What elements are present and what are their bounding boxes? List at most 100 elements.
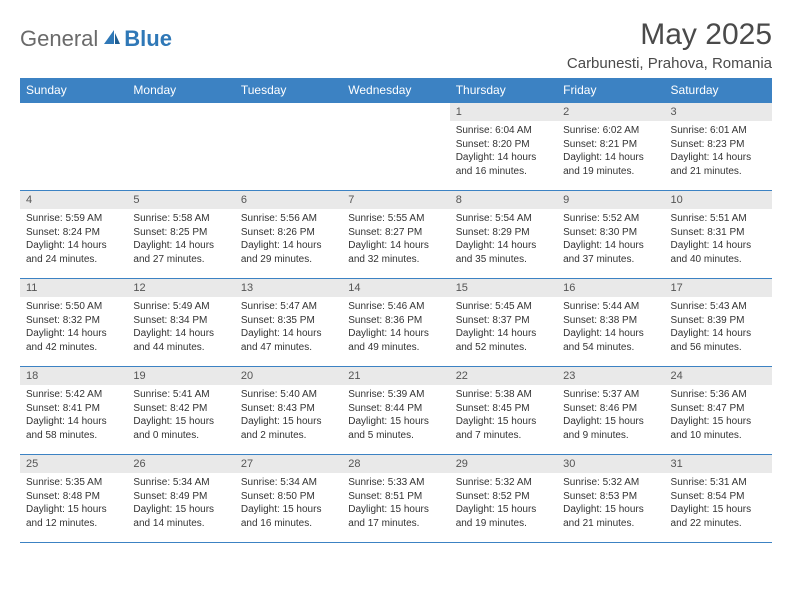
day-number: 14 <box>342 279 449 297</box>
day-number: 19 <box>127 367 234 385</box>
calendar-day-cell: 6Sunrise: 5:56 AMSunset: 8:26 PMDaylight… <box>235 191 342 279</box>
calendar-day-cell: 19Sunrise: 5:41 AMSunset: 8:42 PMDayligh… <box>127 367 234 455</box>
day-number: 29 <box>450 455 557 473</box>
daylight-text: Daylight: 14 hours and 54 minutes. <box>563 327 658 354</box>
brand-blue: Blue <box>124 26 172 52</box>
day-details: Sunrise: 5:37 AMSunset: 8:46 PMDaylight:… <box>557 385 664 446</box>
day-details: Sunrise: 5:45 AMSunset: 8:37 PMDaylight:… <box>450 297 557 358</box>
day-number: 13 <box>235 279 342 297</box>
sunrise-text: Sunrise: 5:44 AM <box>563 300 658 314</box>
day-details: Sunrise: 5:54 AMSunset: 8:29 PMDaylight:… <box>450 209 557 270</box>
day-details: Sunrise: 5:55 AMSunset: 8:27 PMDaylight:… <box>342 209 449 270</box>
daylight-text: Daylight: 15 hours and 22 minutes. <box>671 503 766 530</box>
sunset-text: Sunset: 8:26 PM <box>241 226 336 240</box>
sunset-text: Sunset: 8:31 PM <box>671 226 766 240</box>
calendar-day-cell: 20Sunrise: 5:40 AMSunset: 8:43 PMDayligh… <box>235 367 342 455</box>
sail-icon <box>102 26 122 52</box>
day-details: Sunrise: 6:04 AMSunset: 8:20 PMDaylight:… <box>450 121 557 182</box>
daylight-text: Daylight: 14 hours and 58 minutes. <box>26 415 121 442</box>
calendar-day-cell: 1Sunrise: 6:04 AMSunset: 8:20 PMDaylight… <box>450 103 557 191</box>
calendar-day-cell: 4Sunrise: 5:59 AMSunset: 8:24 PMDaylight… <box>20 191 127 279</box>
daylight-text: Daylight: 14 hours and 21 minutes. <box>671 151 766 178</box>
sunrise-text: Sunrise: 5:47 AM <box>241 300 336 314</box>
calendar-day-cell: 30Sunrise: 5:32 AMSunset: 8:53 PMDayligh… <box>557 455 664 543</box>
daylight-text: Daylight: 14 hours and 27 minutes. <box>133 239 228 266</box>
title-block: May 2025 Carbunesti, Prahova, Romania <box>567 18 772 72</box>
daylight-text: Daylight: 14 hours and 32 minutes. <box>348 239 443 266</box>
calendar-day-cell: 7Sunrise: 5:55 AMSunset: 8:27 PMDaylight… <box>342 191 449 279</box>
sunset-text: Sunset: 8:50 PM <box>241 490 336 504</box>
sunset-text: Sunset: 8:47 PM <box>671 402 766 416</box>
calendar-day-cell: 22Sunrise: 5:38 AMSunset: 8:45 PMDayligh… <box>450 367 557 455</box>
day-details: Sunrise: 5:34 AMSunset: 8:49 PMDaylight:… <box>127 473 234 534</box>
day-details: Sunrise: 5:32 AMSunset: 8:52 PMDaylight:… <box>450 473 557 534</box>
day-number: 11 <box>20 279 127 297</box>
daylight-text: Daylight: 14 hours and 37 minutes. <box>563 239 658 266</box>
sunset-text: Sunset: 8:46 PM <box>563 402 658 416</box>
calendar-day-cell: 15Sunrise: 5:45 AMSunset: 8:37 PMDayligh… <box>450 279 557 367</box>
calendar-day-cell: 3Sunrise: 6:01 AMSunset: 8:23 PMDaylight… <box>665 103 772 191</box>
calendar-day-cell: . <box>342 103 449 191</box>
calendar-day-cell: 9Sunrise: 5:52 AMSunset: 8:30 PMDaylight… <box>557 191 664 279</box>
day-details: Sunrise: 5:36 AMSunset: 8:47 PMDaylight:… <box>665 385 772 446</box>
sunrise-text: Sunrise: 5:41 AM <box>133 388 228 402</box>
day-details: Sunrise: 5:46 AMSunset: 8:36 PMDaylight:… <box>342 297 449 358</box>
sunset-text: Sunset: 8:30 PM <box>563 226 658 240</box>
weekday-saturday: Saturday <box>665 78 772 103</box>
calendar-day-cell: 28Sunrise: 5:33 AMSunset: 8:51 PMDayligh… <box>342 455 449 543</box>
day-number: 1 <box>450 103 557 121</box>
sunset-text: Sunset: 8:24 PM <box>26 226 121 240</box>
sunrise-text: Sunrise: 5:43 AM <box>671 300 766 314</box>
calendar-day-cell: 8Sunrise: 5:54 AMSunset: 8:29 PMDaylight… <box>450 191 557 279</box>
sunset-text: Sunset: 8:38 PM <box>563 314 658 328</box>
sunrise-text: Sunrise: 5:32 AM <box>456 476 551 490</box>
calendar-week-row: ....1Sunrise: 6:04 AMSunset: 8:20 PMDayl… <box>20 103 772 191</box>
day-details: Sunrise: 5:52 AMSunset: 8:30 PMDaylight:… <box>557 209 664 270</box>
calendar-day-cell: 23Sunrise: 5:37 AMSunset: 8:46 PMDayligh… <box>557 367 664 455</box>
day-details: Sunrise: 5:34 AMSunset: 8:50 PMDaylight:… <box>235 473 342 534</box>
sunrise-text: Sunrise: 5:40 AM <box>241 388 336 402</box>
sunset-text: Sunset: 8:25 PM <box>133 226 228 240</box>
daylight-text: Daylight: 14 hours and 49 minutes. <box>348 327 443 354</box>
day-number: 10 <box>665 191 772 209</box>
brand-general: General <box>20 26 98 52</box>
daylight-text: Daylight: 14 hours and 19 minutes. <box>563 151 658 178</box>
daylight-text: Daylight: 15 hours and 10 minutes. <box>671 415 766 442</box>
calendar-day-cell: . <box>20 103 127 191</box>
day-details: Sunrise: 5:33 AMSunset: 8:51 PMDaylight:… <box>342 473 449 534</box>
day-number: 8 <box>450 191 557 209</box>
day-details: Sunrise: 5:32 AMSunset: 8:53 PMDaylight:… <box>557 473 664 534</box>
day-number: 16 <box>557 279 664 297</box>
day-number: 9 <box>557 191 664 209</box>
calendar-day-cell: 2Sunrise: 6:02 AMSunset: 8:21 PMDaylight… <box>557 103 664 191</box>
brand-logo: General Blue <box>20 18 172 52</box>
sunrise-text: Sunrise: 5:39 AM <box>348 388 443 402</box>
sunrise-text: Sunrise: 5:34 AM <box>133 476 228 490</box>
sunrise-text: Sunrise: 5:54 AM <box>456 212 551 226</box>
calendar-day-cell: . <box>235 103 342 191</box>
daylight-text: Daylight: 15 hours and 12 minutes. <box>26 503 121 530</box>
sunset-text: Sunset: 8:53 PM <box>563 490 658 504</box>
page-header: General Blue May 2025 Carbunesti, Prahov… <box>20 18 772 72</box>
daylight-text: Daylight: 15 hours and 14 minutes. <box>133 503 228 530</box>
month-title: May 2025 <box>567 18 772 51</box>
day-details: Sunrise: 5:39 AMSunset: 8:44 PMDaylight:… <box>342 385 449 446</box>
day-details: Sunrise: 5:31 AMSunset: 8:54 PMDaylight:… <box>665 473 772 534</box>
sunrise-text: Sunrise: 5:36 AM <box>671 388 766 402</box>
daylight-text: Daylight: 14 hours and 42 minutes. <box>26 327 121 354</box>
calendar-week-row: 18Sunrise: 5:42 AMSunset: 8:41 PMDayligh… <box>20 367 772 455</box>
day-number: 2 <box>557 103 664 121</box>
sunset-text: Sunset: 8:23 PM <box>671 138 766 152</box>
location-text: Carbunesti, Prahova, Romania <box>567 55 772 72</box>
day-number: 3 <box>665 103 772 121</box>
weekday-row: Sunday Monday Tuesday Wednesday Thursday… <box>20 78 772 103</box>
weekday-sunday: Sunday <box>20 78 127 103</box>
calendar-day-cell: 11Sunrise: 5:50 AMSunset: 8:32 PMDayligh… <box>20 279 127 367</box>
sunset-text: Sunset: 8:43 PM <box>241 402 336 416</box>
sunrise-text: Sunrise: 5:37 AM <box>563 388 658 402</box>
sunrise-text: Sunrise: 5:49 AM <box>133 300 228 314</box>
day-details: Sunrise: 5:44 AMSunset: 8:38 PMDaylight:… <box>557 297 664 358</box>
day-details: Sunrise: 5:50 AMSunset: 8:32 PMDaylight:… <box>20 297 127 358</box>
daylight-text: Daylight: 15 hours and 16 minutes. <box>241 503 336 530</box>
calendar-week-row: 25Sunrise: 5:35 AMSunset: 8:48 PMDayligh… <box>20 455 772 543</box>
